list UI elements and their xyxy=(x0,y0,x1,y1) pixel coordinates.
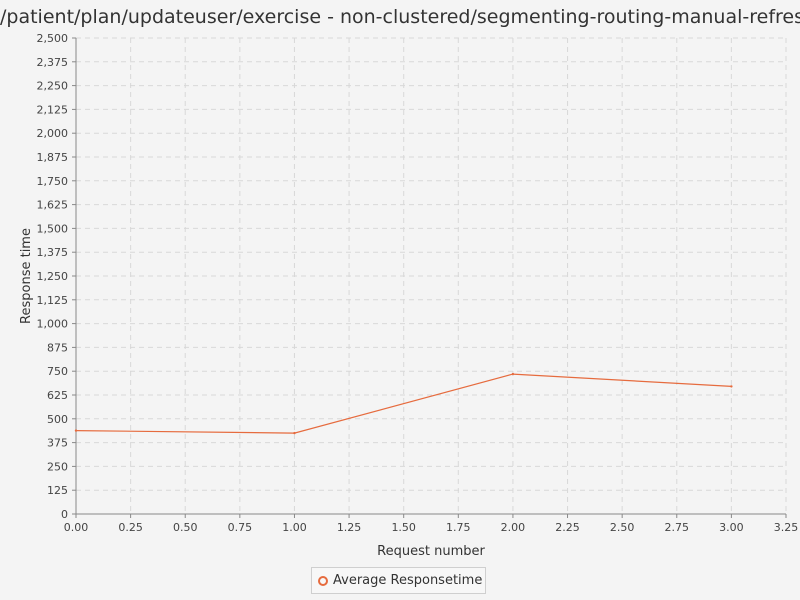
x-tick-label: 1.75 xyxy=(446,521,471,534)
data-point xyxy=(293,431,296,435)
chart-title: /patient/plan/updateuser/exercise - non-… xyxy=(0,6,800,28)
x-tick-label: 3.25 xyxy=(774,521,799,534)
legend-label: Average Responsetime xyxy=(333,573,483,588)
y-tick-label: 375 xyxy=(47,437,68,450)
y-tick-label: 2,000 xyxy=(37,127,69,140)
y-tick-label: 1,125 xyxy=(37,294,69,307)
legend: Average Responsetime xyxy=(311,567,486,594)
x-tick-label: 2.00 xyxy=(501,521,526,534)
y-tick-label: 2,375 xyxy=(37,56,69,69)
y-tick-label: 1,250 xyxy=(37,270,69,283)
x-tick-label: 0.00 xyxy=(64,521,89,534)
data-point xyxy=(730,385,733,388)
x-tick-label: 3.00 xyxy=(719,521,744,534)
legend-marker-icon xyxy=(318,575,328,586)
series-line-average-responsetime xyxy=(75,373,732,434)
y-axis-label: Response time xyxy=(19,228,34,324)
x-axis-ticks: 0.00 0.25 0.50 0.75 1.00 1.25 1.50 1.75 2.00 2.25… xyxy=(64,514,799,534)
data-point xyxy=(511,372,515,376)
x-tick-label: 2.25 xyxy=(555,521,580,534)
series-lines xyxy=(74,372,733,435)
y-tick-label: 1,000 xyxy=(37,318,69,331)
y-tick-label: 2,125 xyxy=(37,103,69,116)
data-point xyxy=(74,429,78,432)
y-tick-label: 125 xyxy=(47,484,68,497)
x-tick-label: 1.25 xyxy=(337,521,362,534)
x-tick-label: 2.75 xyxy=(665,521,690,534)
grid-lines xyxy=(75,37,787,515)
x-axis-label: Request number xyxy=(377,544,485,559)
y-tick-label: 0 xyxy=(61,508,68,521)
y-tick-label: 625 xyxy=(47,389,68,402)
y-tick-label: 875 xyxy=(47,341,68,354)
y-tick-label: 500 xyxy=(47,413,68,426)
x-tick-label: 0.50 xyxy=(173,521,198,534)
y-tick-label: 250 xyxy=(47,460,68,473)
y-tick-label: 1,375 xyxy=(37,246,69,259)
x-tick-label: 1.50 xyxy=(391,521,416,534)
y-tick-label: 1,875 xyxy=(37,151,69,164)
y-tick-label: 2,500 xyxy=(37,32,69,45)
x-tick-label: 1.00 xyxy=(282,521,307,534)
y-tick-label: 1,750 xyxy=(37,175,69,188)
y-tick-label: 2,250 xyxy=(37,80,69,93)
x-tick-label: 0.25 xyxy=(118,521,143,534)
y-tick-label: 750 xyxy=(47,365,68,378)
x-tick-label: 2.50 xyxy=(610,521,635,534)
y-tick-label: 1,625 xyxy=(37,199,69,212)
y-tick-label: 1,500 xyxy=(37,222,69,235)
x-tick-label: 0.75 xyxy=(228,521,253,534)
y-axis-ticks: 0 125 250 375 500 625 750 875 1,000 1,125 1,250 1,3… xyxy=(37,32,76,521)
